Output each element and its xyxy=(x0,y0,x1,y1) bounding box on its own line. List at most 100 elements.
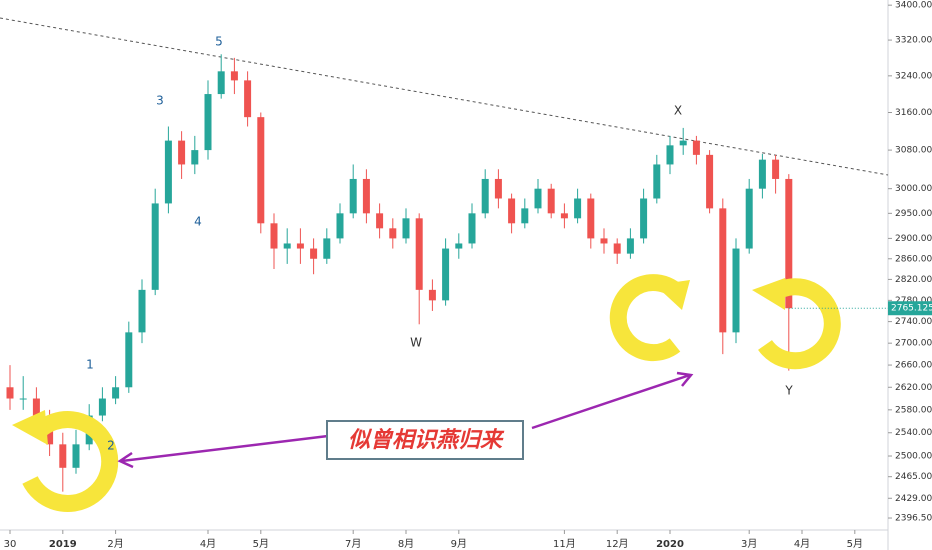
pointer-arrows xyxy=(117,371,694,469)
candle-body xyxy=(692,140,700,155)
candle-body xyxy=(138,289,146,333)
candle-body xyxy=(270,223,278,249)
circle-arrow xyxy=(609,274,687,362)
candle-body xyxy=(719,208,727,333)
candle-body xyxy=(758,159,766,189)
trend-line xyxy=(0,17,889,176)
candle-body xyxy=(217,71,225,95)
y-tick-label: 2660.000 xyxy=(895,361,932,371)
candle-body xyxy=(310,248,318,259)
candle-body xyxy=(547,188,555,214)
candle-body xyxy=(494,178,502,199)
pointer-arrow xyxy=(531,373,691,430)
circle-arrow-heads xyxy=(12,278,785,445)
pointer-arrow xyxy=(121,434,329,463)
candle-body xyxy=(112,387,120,399)
candle-body xyxy=(640,198,648,239)
circle-arrows xyxy=(22,274,841,513)
x-tick-label: 12月 xyxy=(606,538,629,550)
wave-label: W xyxy=(410,336,422,350)
x-tick-label: 5月 xyxy=(847,538,863,550)
candle-body xyxy=(230,71,238,81)
x-tick-label: 2020 xyxy=(656,539,684,550)
y-tick-label: 2820.000 xyxy=(895,275,932,285)
x-tick-label: 11月 xyxy=(553,538,576,550)
candle-body xyxy=(125,332,133,388)
candle-body xyxy=(706,154,714,209)
candle-body xyxy=(455,243,463,249)
candle-body xyxy=(59,444,67,468)
x-tick-label: 8月 xyxy=(398,538,414,550)
y-tick-label: 2396.500 xyxy=(895,514,932,524)
candle-body xyxy=(6,387,14,399)
candle-body xyxy=(323,238,331,259)
circle-arrow xyxy=(758,278,841,370)
wave-label: 4 xyxy=(194,215,202,229)
candle-body xyxy=(204,94,212,151)
candle-body xyxy=(626,238,634,254)
pointer-arrow-head xyxy=(676,371,694,387)
y-tick-label: 3080.000 xyxy=(895,146,932,156)
circle-arrow xyxy=(22,411,119,513)
candle-body xyxy=(164,140,172,204)
candle-body xyxy=(560,213,568,219)
candle-body xyxy=(389,228,397,239)
candle-body xyxy=(296,243,304,249)
candle-body xyxy=(349,178,357,214)
candle-body xyxy=(468,213,476,244)
callout-text: 似曾相识燕归来 xyxy=(348,427,505,453)
last-price-box xyxy=(888,301,932,316)
pointer-arrow-head xyxy=(117,451,134,469)
candle-body xyxy=(191,150,199,165)
y-tick-label: 3000.000 xyxy=(895,184,932,194)
y-tick-label: 3240.000 xyxy=(895,71,932,81)
y-tick-label: 2740.000 xyxy=(895,317,932,327)
y-tick-label: 2580.000 xyxy=(895,405,932,415)
candle-body xyxy=(98,398,106,416)
wave-label: 3 xyxy=(156,94,164,108)
y-tick-label: 2700.000 xyxy=(895,339,932,349)
y-tick-label: 2620.000 xyxy=(895,383,932,393)
y-tick-label: 2540.000 xyxy=(895,428,932,438)
candle-body xyxy=(178,140,186,165)
candle-body xyxy=(534,188,542,209)
arrow-head xyxy=(752,278,785,310)
y-tick-label: 3160.000 xyxy=(895,108,932,118)
candle-body xyxy=(415,218,423,290)
candle-body xyxy=(19,398,27,400)
candle-body xyxy=(732,248,740,333)
candle-body xyxy=(362,178,370,214)
y-tick-label: 2900.000 xyxy=(895,234,932,244)
candle-body xyxy=(32,398,40,422)
candle-body xyxy=(785,178,793,309)
wave-label: X xyxy=(674,104,682,118)
y-tick-label: 2950.000 xyxy=(895,209,932,219)
y-tick-label: 2860.000 xyxy=(895,254,932,264)
arrow-head xyxy=(655,280,690,310)
candle-body xyxy=(508,198,516,224)
candle-body xyxy=(745,188,753,249)
candle-body xyxy=(481,178,489,214)
x-tick-label: 9月 xyxy=(451,538,467,550)
x-tick-label: 4月 xyxy=(200,538,216,550)
candle-body xyxy=(521,208,529,224)
y-tick-label: 2429.000 xyxy=(895,494,932,504)
y-tick-label: 3400.000 xyxy=(895,1,932,11)
candle-body xyxy=(587,198,595,239)
candle-body xyxy=(600,238,608,244)
callout-box xyxy=(326,420,524,460)
candle-body xyxy=(428,289,436,301)
y-tick-label: 2465.000 xyxy=(895,472,932,482)
candle-body xyxy=(402,218,410,239)
wave-label: 5 xyxy=(215,35,223,49)
arrow-head xyxy=(12,410,48,445)
candle-body xyxy=(666,145,674,165)
candle-body xyxy=(613,243,621,254)
candle-body xyxy=(72,444,80,468)
y-tick-label: 2780.000 xyxy=(895,296,932,306)
candle-body xyxy=(244,80,252,118)
candle-body xyxy=(376,213,384,229)
candle-body xyxy=(151,203,159,290)
wave-label: 2 xyxy=(107,439,115,453)
